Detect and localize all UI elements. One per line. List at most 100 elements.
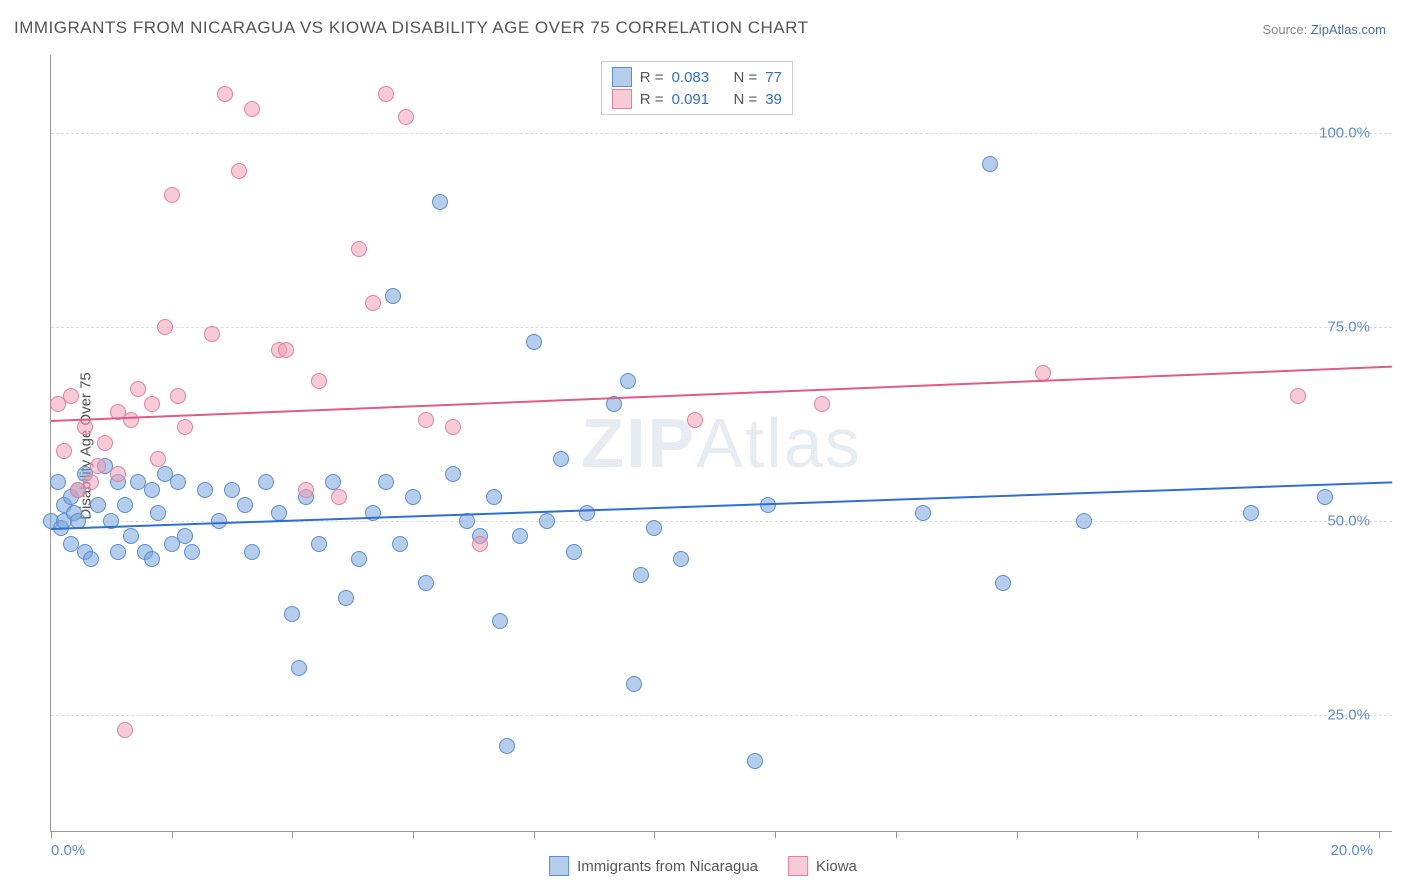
x-tick bbox=[775, 831, 776, 838]
data-point bbox=[539, 513, 555, 529]
data-point bbox=[177, 528, 193, 544]
legend-row-series1: R = 0.083 N = 77 bbox=[612, 66, 782, 88]
data-point bbox=[170, 388, 186, 404]
data-point bbox=[150, 451, 166, 467]
data-point bbox=[117, 722, 133, 738]
x-tick bbox=[1137, 831, 1138, 838]
data-point bbox=[157, 319, 173, 335]
n-label: N = bbox=[733, 69, 757, 86]
data-point bbox=[405, 489, 421, 505]
data-point bbox=[144, 396, 160, 412]
data-point bbox=[56, 443, 72, 459]
data-point bbox=[83, 474, 99, 490]
data-point bbox=[1317, 489, 1333, 505]
data-point bbox=[432, 194, 448, 210]
data-point bbox=[311, 536, 327, 552]
data-point bbox=[110, 544, 126, 560]
x-tick bbox=[1017, 831, 1018, 838]
data-point bbox=[418, 575, 434, 591]
data-point bbox=[291, 660, 307, 676]
x-tick bbox=[654, 831, 655, 838]
data-point bbox=[472, 536, 488, 552]
x-tick bbox=[896, 831, 897, 838]
data-point bbox=[351, 551, 367, 567]
gridline bbox=[51, 715, 1392, 716]
data-point bbox=[231, 163, 247, 179]
r-value-series1: 0.083 bbox=[672, 69, 710, 86]
data-point bbox=[566, 544, 582, 560]
data-point bbox=[633, 567, 649, 583]
data-point bbox=[331, 489, 347, 505]
legend-swatch-pink bbox=[788, 856, 808, 876]
data-point bbox=[224, 482, 240, 498]
data-point bbox=[995, 575, 1011, 591]
data-point bbox=[747, 753, 763, 769]
r-label: R = bbox=[640, 91, 664, 108]
data-point bbox=[63, 388, 79, 404]
data-point bbox=[164, 187, 180, 203]
x-tick-label: 0.0% bbox=[51, 842, 85, 859]
data-point bbox=[385, 288, 401, 304]
n-value-series1: 77 bbox=[765, 69, 782, 86]
data-point bbox=[378, 86, 394, 102]
r-label: R = bbox=[640, 69, 664, 86]
watermark-bold: ZIP bbox=[581, 404, 696, 482]
x-tick bbox=[413, 831, 414, 838]
trend-line bbox=[51, 365, 1392, 421]
data-point bbox=[392, 536, 408, 552]
data-point bbox=[579, 505, 595, 521]
y-tick-label: 50.0% bbox=[1327, 512, 1370, 529]
data-point bbox=[237, 497, 253, 513]
legend-label-series2: Kiowa bbox=[816, 858, 857, 875]
data-point bbox=[553, 451, 569, 467]
data-point bbox=[50, 474, 66, 490]
data-point bbox=[486, 489, 502, 505]
data-point bbox=[177, 419, 193, 435]
data-point bbox=[258, 474, 274, 490]
legend-swatch-pink bbox=[612, 89, 632, 109]
chart-title: IMMIGRANTS FROM NICARAGUA VS KIOWA DISAB… bbox=[14, 18, 808, 38]
data-point bbox=[278, 342, 294, 358]
legend-row-series2: R = 0.091 N = 39 bbox=[612, 88, 782, 110]
legend-swatch-blue bbox=[612, 67, 632, 87]
data-point bbox=[211, 513, 227, 529]
data-point bbox=[499, 738, 515, 754]
data-point bbox=[117, 497, 133, 513]
x-tick bbox=[51, 831, 52, 838]
data-point bbox=[445, 419, 461, 435]
y-tick-label: 100.0% bbox=[1319, 124, 1370, 141]
data-point bbox=[646, 520, 662, 536]
data-point bbox=[1290, 388, 1306, 404]
data-point bbox=[1243, 505, 1259, 521]
data-point bbox=[982, 156, 998, 172]
data-point bbox=[184, 544, 200, 560]
source-link[interactable]: ZipAtlas.com bbox=[1311, 22, 1386, 37]
data-point bbox=[123, 528, 139, 544]
x-tick bbox=[1379, 831, 1380, 838]
y-tick-label: 75.0% bbox=[1327, 318, 1370, 335]
data-point bbox=[445, 466, 461, 482]
data-point bbox=[170, 474, 186, 490]
data-point bbox=[365, 295, 381, 311]
data-point bbox=[512, 528, 528, 544]
data-point bbox=[284, 606, 300, 622]
data-point bbox=[351, 241, 367, 257]
legend-swatch-blue bbox=[549, 856, 569, 876]
data-point bbox=[130, 381, 146, 397]
n-label: N = bbox=[733, 91, 757, 108]
source-prefix: Source: bbox=[1262, 22, 1310, 37]
data-point bbox=[110, 466, 126, 482]
watermark-rest: Atlas bbox=[696, 404, 862, 482]
data-point bbox=[97, 435, 113, 451]
data-point bbox=[626, 676, 642, 692]
data-point bbox=[123, 412, 139, 428]
gridline bbox=[51, 133, 1392, 134]
data-point bbox=[144, 551, 160, 567]
legend-item-series2: Kiowa bbox=[788, 856, 857, 876]
data-point bbox=[197, 482, 213, 498]
data-point bbox=[244, 544, 260, 560]
watermark: ZIPAtlas bbox=[581, 403, 862, 483]
x-tick bbox=[534, 831, 535, 838]
data-point bbox=[77, 419, 93, 435]
data-point bbox=[814, 396, 830, 412]
